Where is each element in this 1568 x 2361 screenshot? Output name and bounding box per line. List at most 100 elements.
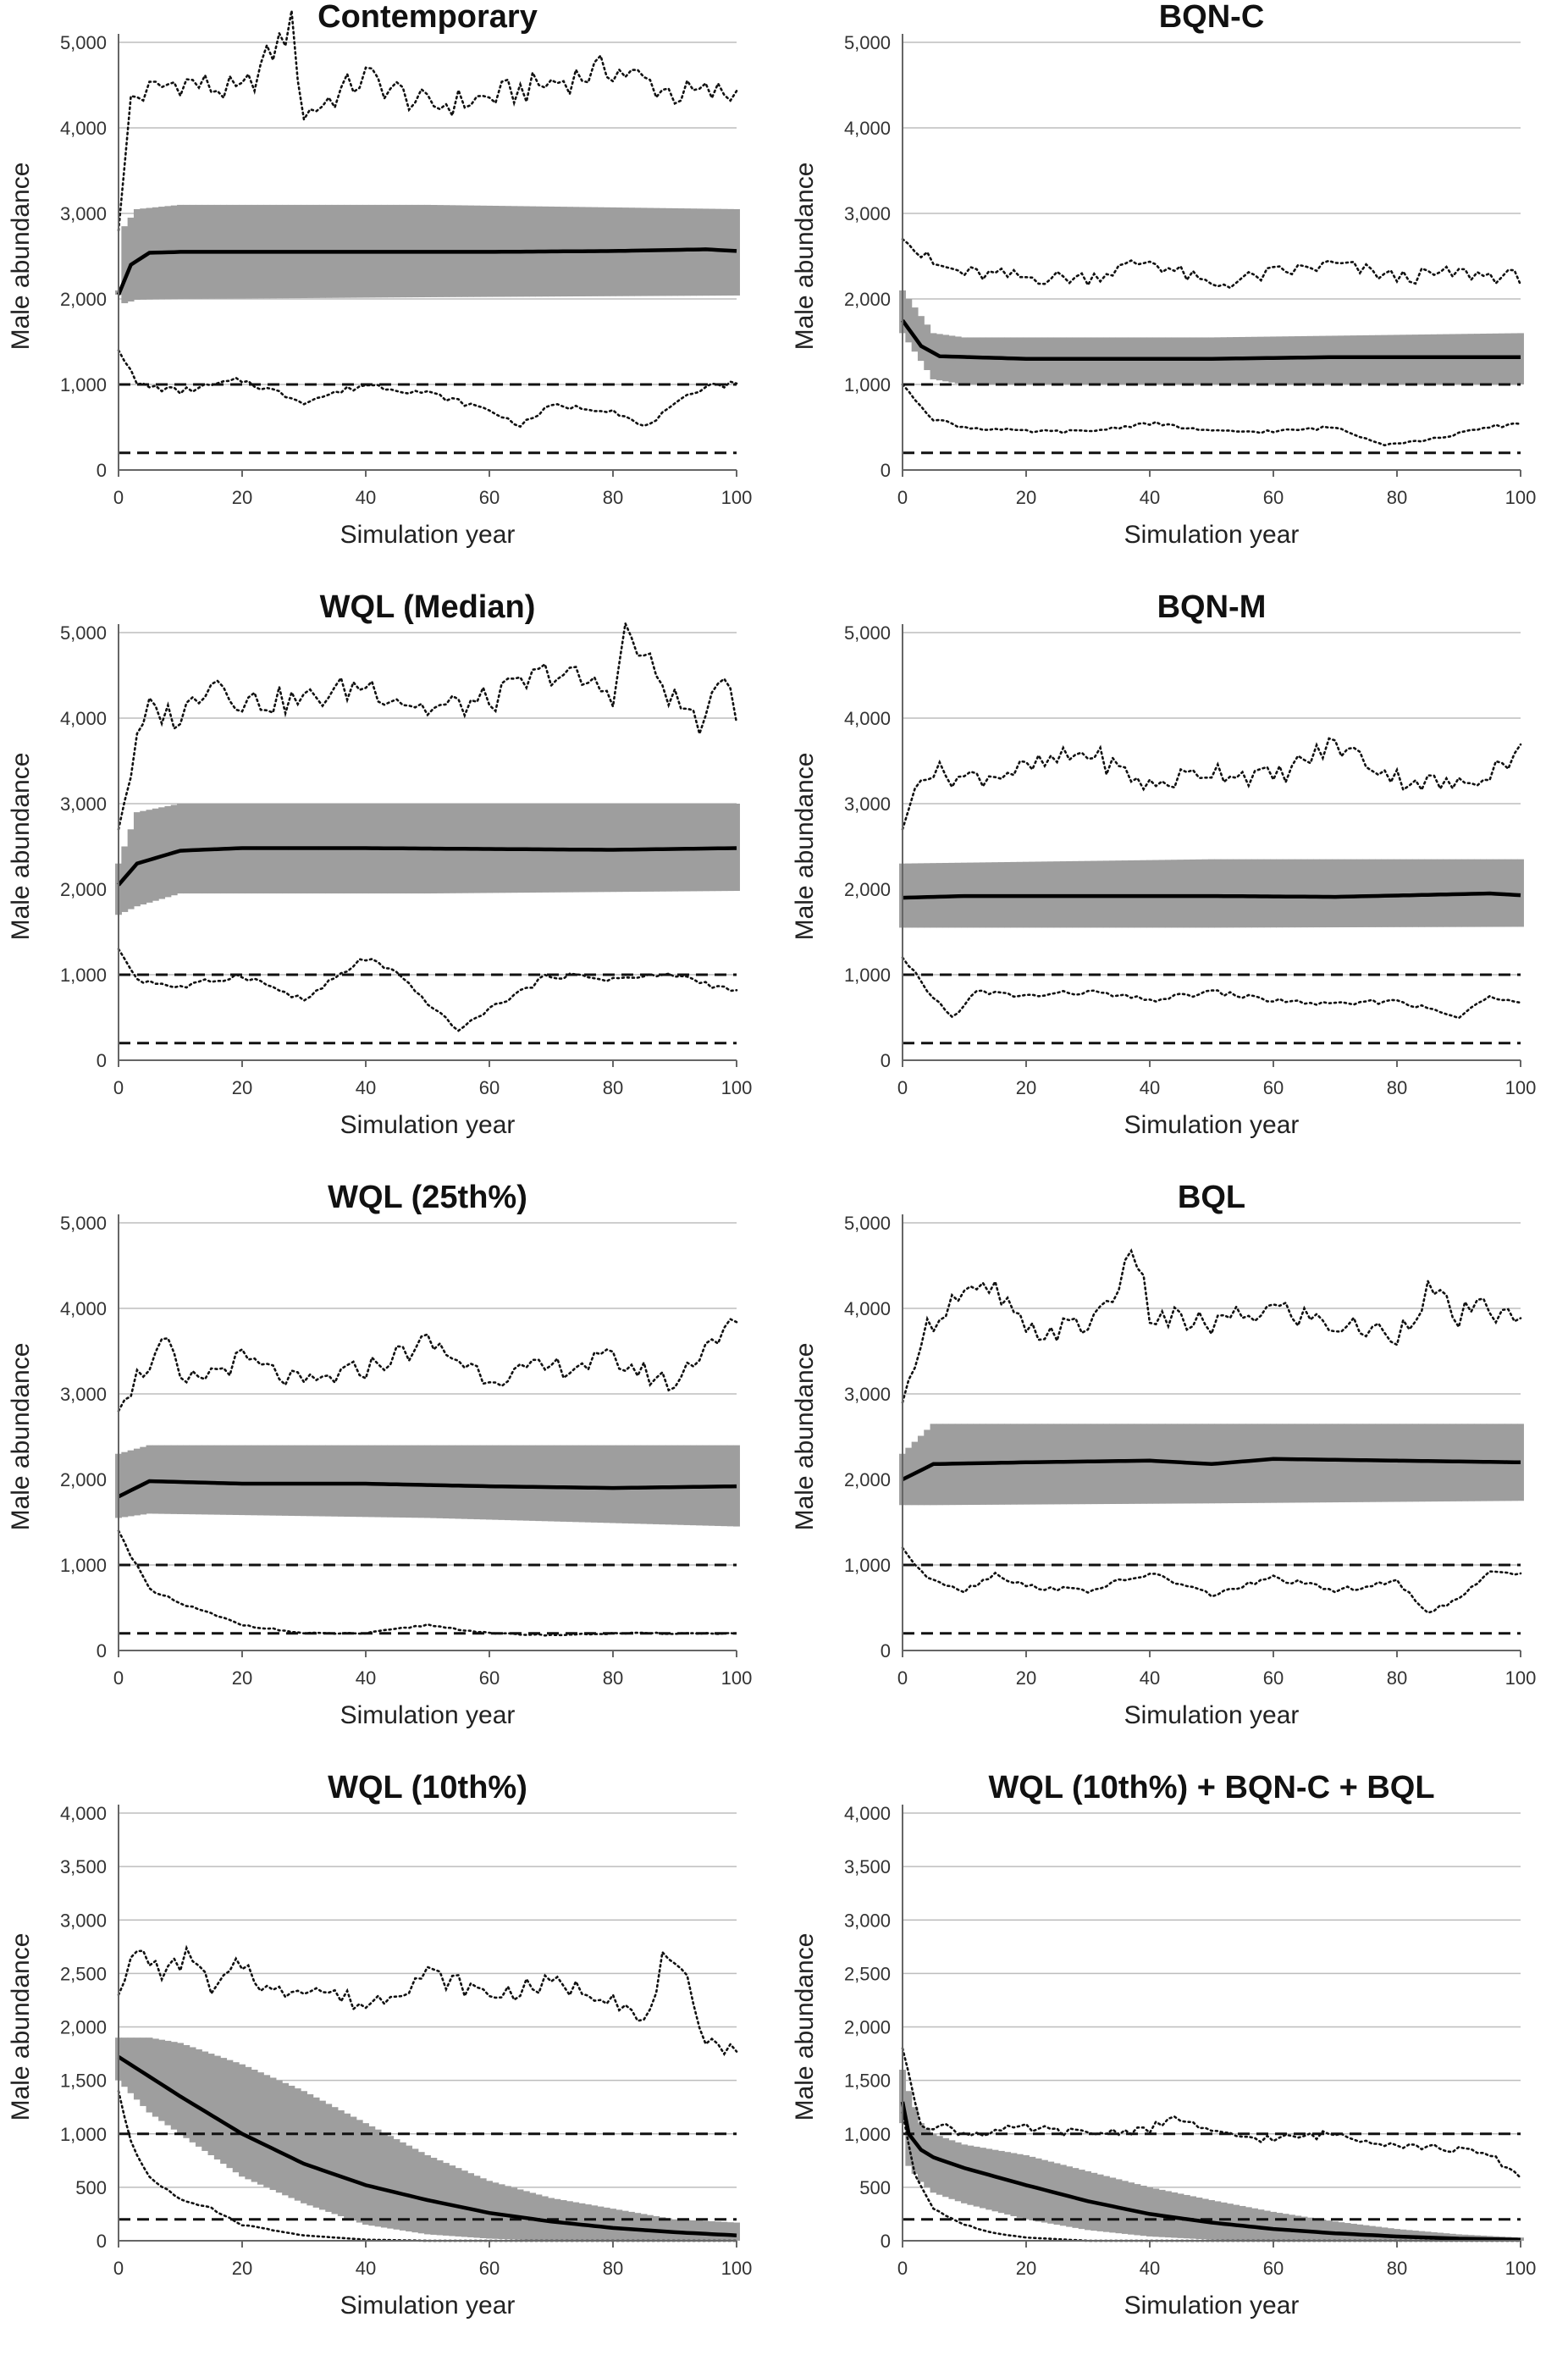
x-tick-label: 100 xyxy=(1505,1667,1537,1689)
lower-extreme-line xyxy=(117,349,738,429)
band-bar xyxy=(1164,860,1172,928)
band-bar xyxy=(917,316,925,362)
band-bar xyxy=(1405,1424,1413,1502)
band-bar xyxy=(733,208,740,296)
band-bar xyxy=(164,805,172,898)
band-bar xyxy=(702,208,709,296)
band-bar xyxy=(511,2187,518,2240)
chart-title: BQN-M xyxy=(1157,589,1267,625)
y-axis-label: Male abundance xyxy=(7,753,35,941)
band-bar xyxy=(1350,1424,1357,1502)
band-bar xyxy=(991,337,999,384)
chart-panel: BQN-C 0 1,000 2,000 3,000 4,000 5,000 0 20 40 60 80… xyxy=(784,0,1568,590)
band-bar xyxy=(275,1445,283,1516)
x-tick-label: 60 xyxy=(479,1077,500,1098)
y-tick-label: 3,500 xyxy=(60,1856,107,1877)
band-bar xyxy=(406,1445,413,1518)
band-bar xyxy=(344,2113,351,2219)
band-bar xyxy=(288,1445,295,1516)
chart-panel: Contemporary 0 1,000 2,000 3,000 4,000 5,000 0 2… xyxy=(0,0,784,590)
band-bar xyxy=(1276,336,1284,384)
band-bar xyxy=(207,1445,215,1515)
band-bar xyxy=(368,1445,376,1518)
band-bar xyxy=(1288,859,1295,928)
band-bar xyxy=(1368,1424,1376,1502)
band-bar xyxy=(374,2129,382,2227)
band-bar xyxy=(1251,1424,1259,1503)
y-tick-label: 2,000 xyxy=(60,879,107,900)
band-bar xyxy=(948,2140,956,2199)
band-bar xyxy=(733,1445,740,1527)
band-bar xyxy=(665,1445,672,1525)
band-bar xyxy=(1158,2189,1166,2237)
band-bar xyxy=(905,299,913,343)
band-bar xyxy=(936,2136,943,2195)
band-bar xyxy=(1332,335,1339,384)
x-tick-label: 100 xyxy=(1505,1077,1537,1098)
y-tick-label: 5,000 xyxy=(60,622,107,644)
y-tick-label: 500 xyxy=(859,2177,891,2198)
band-bar xyxy=(479,1445,487,1520)
band-bar xyxy=(715,208,722,296)
band-bar xyxy=(1344,1424,1351,1502)
band-bar xyxy=(1109,337,1117,384)
band-bar xyxy=(498,1445,505,1520)
y-tick-label: 3,000 xyxy=(60,1384,107,1405)
x-tick-label: 80 xyxy=(603,487,623,508)
band-bar xyxy=(356,2120,363,2223)
band-bar xyxy=(195,2049,202,2147)
band-bar xyxy=(1381,335,1389,384)
band-bar xyxy=(140,208,147,300)
band-bar xyxy=(1251,859,1259,928)
y-axis-label: Male abundance xyxy=(791,753,819,941)
band-bar xyxy=(1102,1424,1110,1505)
band-bar xyxy=(1177,2193,1184,2238)
band-bar xyxy=(721,208,728,296)
band-bar xyxy=(522,2191,530,2240)
band-bar xyxy=(924,2128,931,2187)
band-bar xyxy=(1208,859,1215,928)
band-bar xyxy=(1146,1424,1153,1504)
band-bar xyxy=(1332,859,1339,928)
y-tick-label: 0 xyxy=(97,460,107,481)
band-bar xyxy=(1295,336,1302,384)
band-bar xyxy=(1190,337,1197,384)
x-tick-label: 80 xyxy=(603,1077,623,1098)
band-bar xyxy=(1152,2188,1160,2237)
band-bar xyxy=(1053,1424,1061,1505)
band-bar xyxy=(189,2047,196,2143)
band-bar xyxy=(226,1445,234,1515)
upper-extreme-line xyxy=(117,10,738,232)
band-bar xyxy=(1146,860,1153,928)
y-tick-label: 3,000 xyxy=(844,203,891,224)
band-bar xyxy=(1239,2205,1246,2241)
chart-panel: WQL (10th%) + BQN-C + BQL 0 500 1,000 1,500 2… xyxy=(784,1770,1568,2361)
x-tick-label: 40 xyxy=(356,1077,376,1098)
band-bar xyxy=(1195,859,1203,928)
band-bar xyxy=(263,1445,271,1516)
band-bar xyxy=(1078,337,1085,384)
y-tick-label: 5,000 xyxy=(844,32,891,53)
band-bar xyxy=(368,2126,376,2226)
band-bar xyxy=(702,2220,709,2241)
band-bar xyxy=(1338,2222,1345,2241)
lower-extreme-line xyxy=(117,1529,738,1637)
x-tick-label: 40 xyxy=(356,1667,376,1689)
band-bar xyxy=(294,2088,301,2201)
y-tick-label: 4,000 xyxy=(60,118,107,139)
band-bar xyxy=(1270,336,1277,384)
band-bar xyxy=(1115,860,1123,928)
band-bar xyxy=(1295,859,1302,928)
band-bar xyxy=(170,805,178,896)
band-bar xyxy=(226,2060,234,2169)
band-bar xyxy=(627,1445,635,1524)
band-bar xyxy=(560,2200,567,2241)
x-tick-label: 60 xyxy=(479,487,500,508)
band-bar xyxy=(325,1445,333,1517)
band-bar xyxy=(257,2072,264,2185)
band-bar xyxy=(665,207,672,296)
band-bar xyxy=(1300,335,1308,384)
band-bar xyxy=(646,1445,654,1524)
band-bar xyxy=(202,2051,209,2151)
band-bar xyxy=(1164,2191,1172,2238)
